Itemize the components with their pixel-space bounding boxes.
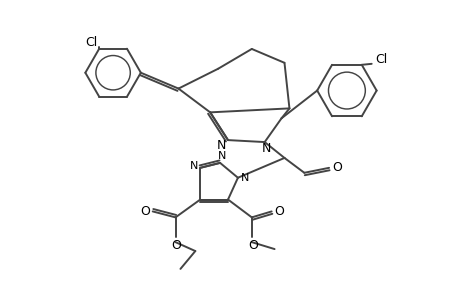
Text: Cl: Cl bbox=[85, 36, 97, 49]
Text: N: N bbox=[190, 161, 198, 171]
Text: O: O bbox=[331, 161, 341, 174]
Text: N: N bbox=[216, 139, 225, 152]
Text: O: O bbox=[274, 205, 284, 218]
Text: N: N bbox=[261, 142, 271, 154]
Text: N: N bbox=[218, 151, 226, 161]
Text: N: N bbox=[240, 173, 248, 183]
Text: O: O bbox=[140, 205, 150, 218]
Text: O: O bbox=[247, 238, 257, 252]
Text: Cl: Cl bbox=[375, 53, 387, 66]
Text: O: O bbox=[171, 238, 181, 252]
